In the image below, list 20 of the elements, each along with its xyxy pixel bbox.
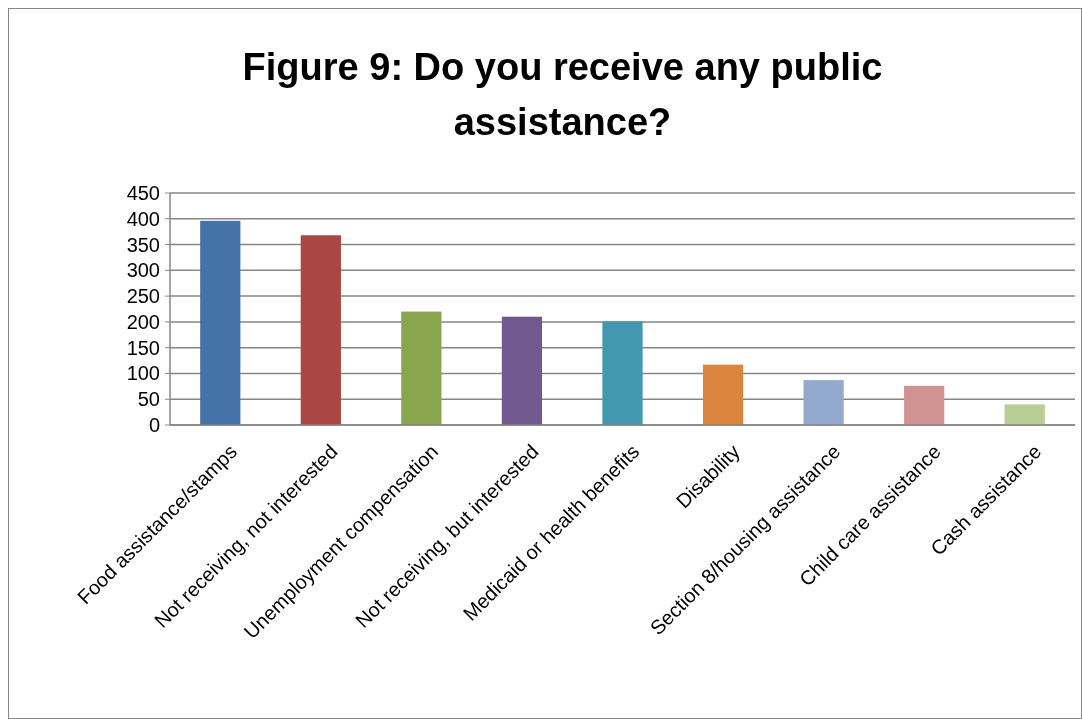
bar [602, 321, 643, 425]
bar [1004, 404, 1045, 425]
y-tick-label: 100 [126, 362, 160, 385]
bar [702, 364, 744, 425]
bar [904, 385, 945, 425]
chart-title: Figure 9: Do you receive any public assistance? [242, 46, 883, 143]
y-tick-label: 450 [126, 182, 160, 204]
bar [803, 380, 844, 425]
y-tick-label: 150 [126, 336, 160, 359]
y-tick-label: 200 [126, 310, 160, 333]
bar [200, 220, 241, 425]
y-tick-label: 50 [137, 388, 160, 411]
y-tick-label: 300 [126, 259, 160, 282]
bar [401, 311, 442, 425]
y-tick-label: 250 [126, 285, 160, 308]
y-tick-label: 400 [126, 207, 160, 230]
y-tick-label: 0 [148, 414, 160, 436]
bar [501, 316, 543, 425]
y-tick-label: 350 [126, 233, 160, 256]
bar [300, 235, 341, 425]
